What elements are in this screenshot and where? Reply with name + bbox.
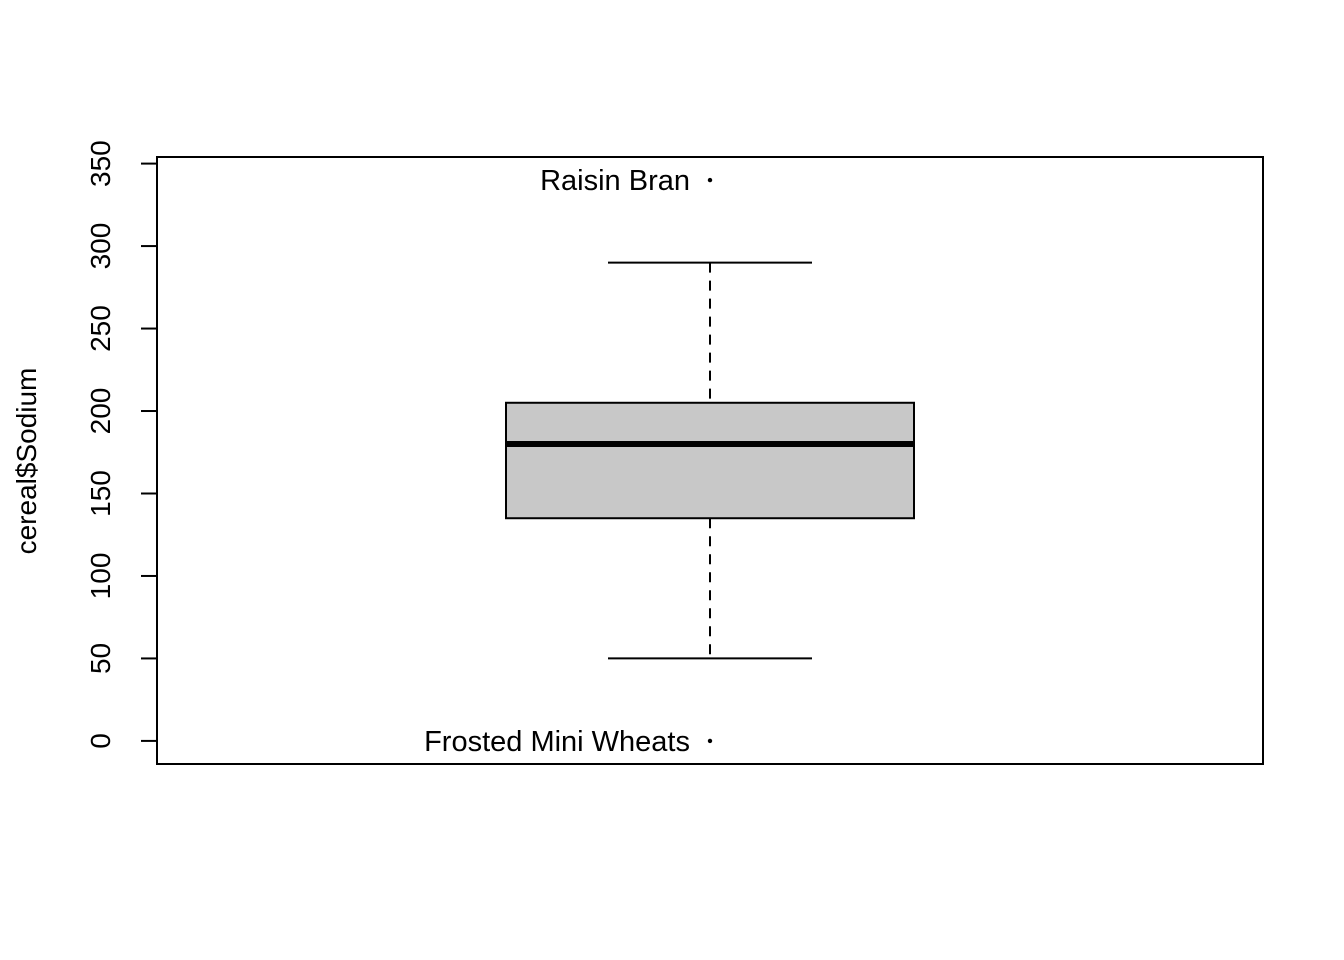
outlier-label: Raisin Bran xyxy=(540,165,690,197)
y-tick-label: 350 xyxy=(85,140,116,187)
y-axis: 0 50 100 150 200 250 300 350 xyxy=(85,140,158,749)
outlier-point xyxy=(707,738,713,744)
y-tick-label: 0 xyxy=(85,733,116,749)
y-tick-label: 50 xyxy=(85,643,116,674)
y-tick-label: 300 xyxy=(85,223,116,270)
plot-frame xyxy=(156,156,1264,765)
y-axis-label: cereal$Sodium xyxy=(11,368,42,555)
outlier-point xyxy=(707,177,713,183)
y-tick-label: 200 xyxy=(85,388,116,435)
outlier-label: Frosted Mini Wheats xyxy=(424,726,690,758)
y-tick-label: 100 xyxy=(85,553,116,600)
iqr-box xyxy=(505,401,915,520)
y-tick-label: 150 xyxy=(85,470,116,517)
plot-marks: Raisin Bran Frosted Mini Wheats xyxy=(156,156,1264,765)
y-tick-label: 250 xyxy=(85,305,116,352)
